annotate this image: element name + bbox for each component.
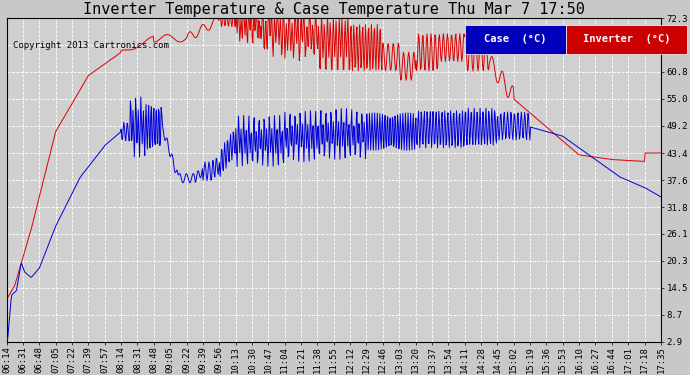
Text: Case  (°C): Case (°C) xyxy=(484,34,546,44)
Text: Copyright 2013 Cartronics.com: Copyright 2013 Cartronics.com xyxy=(13,41,169,50)
FancyBboxPatch shape xyxy=(566,25,687,54)
FancyBboxPatch shape xyxy=(464,25,566,54)
Text: Inverter  (°C): Inverter (°C) xyxy=(583,34,670,44)
Title: Inverter Temperature & Case Temperature Thu Mar 7 17:50: Inverter Temperature & Case Temperature … xyxy=(83,2,584,17)
